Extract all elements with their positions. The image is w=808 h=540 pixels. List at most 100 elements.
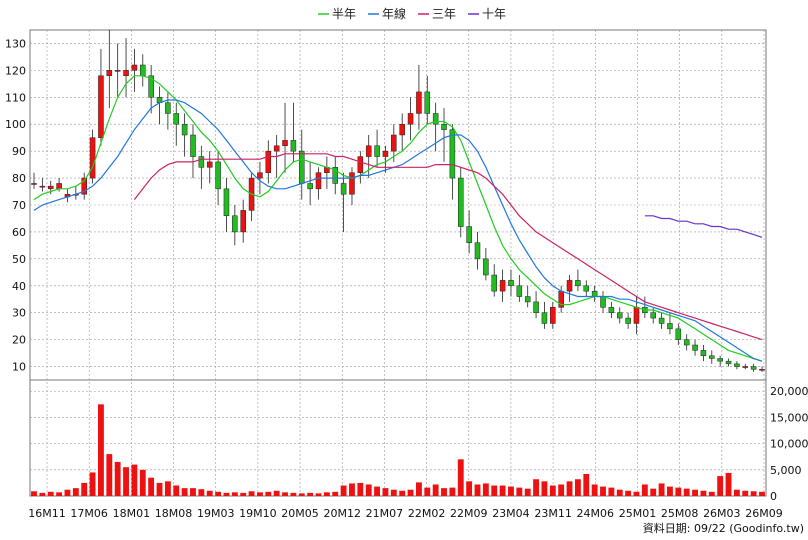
volume-bar	[733, 489, 740, 496]
volume-bar	[106, 454, 113, 496]
candle-body	[181, 123, 188, 136]
volume-bar	[625, 490, 632, 496]
candle	[215, 151, 221, 205]
candle-body	[407, 113, 414, 125]
volume-plot-frame	[29, 379, 767, 497]
candle-body	[457, 177, 464, 227]
volume-bar	[466, 481, 473, 496]
price-tick-label: 60	[12, 226, 26, 239]
volume-bar	[658, 483, 665, 496]
candle-body	[474, 242, 481, 260]
candle-body	[307, 183, 313, 190]
volume-bar	[72, 488, 79, 496]
volume-bar	[474, 484, 481, 496]
candle-body	[533, 301, 539, 313]
candle-body	[591, 290, 598, 297]
price-tick-label: 80	[12, 172, 26, 185]
x-tick-label: 20M05	[281, 507, 319, 520]
candle	[667, 312, 673, 335]
legend-label-3: 十年	[482, 7, 506, 21]
candle-body	[499, 280, 506, 292]
volume-bar	[708, 491, 715, 496]
candle	[123, 38, 129, 98]
candle-body	[633, 307, 640, 324]
volume-bar	[491, 485, 498, 496]
candle	[750, 363, 757, 372]
volume-bar	[549, 485, 556, 496]
gridlines	[30, 30, 766, 496]
candle-body	[89, 137, 96, 179]
candle-body	[583, 285, 590, 292]
candle	[508, 269, 514, 297]
candle-body	[491, 274, 497, 292]
candle-body	[140, 64, 146, 77]
candle	[483, 248, 489, 281]
candle	[566, 275, 573, 302]
candle	[357, 151, 364, 184]
candle-body	[516, 285, 523, 297]
volume-bar	[98, 404, 104, 496]
volume-bar	[357, 482, 364, 496]
price-tick-label: 90	[12, 145, 26, 158]
volume-bar	[407, 489, 414, 496]
candle-body	[332, 167, 339, 184]
candle	[742, 363, 749, 370]
candle	[416, 65, 422, 130]
candle-body	[416, 91, 422, 114]
candle	[424, 75, 431, 125]
candle-body	[483, 258, 489, 276]
candle	[315, 167, 322, 200]
candle	[725, 358, 732, 367]
volume-bar	[700, 490, 707, 496]
candle-body	[709, 355, 715, 359]
volume-bar	[390, 489, 397, 496]
candle	[499, 269, 506, 302]
ma-three-year-line	[133, 153, 763, 341]
x-tick-label: 22M02	[408, 507, 446, 520]
volume-bar	[692, 489, 698, 496]
candle	[675, 323, 682, 345]
x-tick-label: 20M12	[323, 507, 361, 520]
candle-body	[299, 150, 305, 184]
candle	[692, 339, 698, 356]
volume-bar	[31, 491, 37, 496]
volume-bar	[198, 489, 205, 496]
volume-bar	[282, 492, 288, 496]
candle	[307, 161, 313, 205]
volume-bar	[415, 482, 422, 496]
volume-bar	[223, 492, 230, 496]
candle	[374, 129, 380, 168]
volume-bar	[633, 491, 640, 496]
candle	[349, 167, 355, 205]
candle	[265, 140, 272, 184]
candle	[282, 102, 288, 173]
price-tick-label: 40	[12, 280, 26, 293]
x-tick-label: 17M06	[70, 507, 108, 520]
volume-bar	[449, 487, 456, 496]
volume-bar	[432, 484, 439, 496]
candle-body	[190, 134, 196, 157]
candle	[257, 161, 263, 195]
volume-bar	[382, 488, 389, 496]
candle-body	[240, 210, 246, 233]
volume-bars	[31, 404, 765, 496]
candle-body	[357, 156, 364, 173]
candle-body	[734, 363, 740, 367]
volume-tick-label: 0	[770, 490, 777, 503]
candle-body	[391, 134, 397, 152]
candle-body	[759, 368, 765, 371]
candle	[98, 48, 104, 146]
candle	[734, 361, 740, 370]
candle	[223, 178, 230, 232]
x-tick-label: 26M03	[703, 507, 741, 520]
candle-body	[165, 102, 171, 114]
x-tick-label: 24M06	[577, 507, 615, 520]
candle-body	[114, 70, 121, 72]
candle-body	[650, 312, 656, 319]
candle-body	[340, 183, 347, 195]
candle	[391, 124, 397, 162]
candle	[39, 178, 46, 192]
candle-body	[616, 312, 623, 319]
volume-bar	[89, 472, 96, 496]
candle-body	[365, 145, 372, 157]
